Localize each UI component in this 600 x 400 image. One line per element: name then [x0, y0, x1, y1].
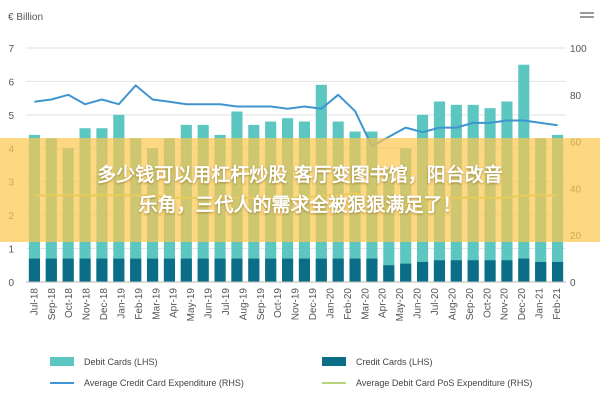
legend-label: Debit Cards (LHS) — [84, 357, 158, 367]
credit-card-bar — [501, 260, 513, 282]
promo-banner[interactable]: 多少钱可以用杠杆炒股 客厅变图书馆，阳台改音 乐角，三代人的需求全被狠狠满足了！ — [0, 138, 600, 242]
x-tick-label: Feb-19 — [134, 288, 145, 320]
credit-card-bar — [231, 258, 243, 282]
credit-card-bar — [433, 260, 446, 282]
x-tick-label: Nov-19 — [291, 288, 302, 321]
x-tick-label: Oct-18 — [64, 288, 75, 318]
x-tick-label: Apr-19 — [169, 288, 180, 318]
credit-card-bar — [130, 258, 142, 282]
credit-card-bar — [366, 258, 378, 282]
left-y-tick-label: 1 — [8, 245, 14, 256]
credit-card-bar — [383, 265, 395, 282]
credit-card-bar — [79, 258, 91, 282]
x-tick-label: Jun-19 — [204, 288, 215, 319]
left-y-tick-label: 6 — [8, 77, 14, 88]
x-tick-label: Oct-20 — [482, 288, 493, 318]
left-axis-unit-label: € Billion — [8, 12, 43, 23]
legend-swatch — [50, 357, 74, 366]
legend-label: Average Debit Card PoS Expenditure (RHS) — [356, 378, 532, 388]
credit-card-bar — [96, 258, 108, 282]
credit-card-bar — [467, 260, 479, 282]
credit-card-bar — [163, 258, 176, 282]
x-tick-label: May-20 — [395, 288, 406, 322]
credit-card-bar — [416, 261, 429, 282]
x-tick-label: Jan-19 — [116, 288, 127, 319]
legend-swatch — [322, 357, 346, 366]
left-y-tick-label: 5 — [8, 111, 14, 122]
x-tick-label: Aug-19 — [238, 288, 249, 321]
x-tick-label: Apr-20 — [378, 288, 389, 318]
credit-card-bar — [197, 258, 209, 282]
left-y-tick-label: 0 — [8, 278, 14, 289]
legend: Debit Cards (LHS) Credit Cards (LHS) Avera… — [50, 357, 532, 388]
x-tick-label: Nov-20 — [500, 288, 511, 321]
x-tick-label: Dec-20 — [517, 288, 528, 321]
x-tick-label: Jan-21 — [535, 288, 546, 319]
credit-card-bar — [298, 258, 311, 282]
x-tick-label: Jul-18 — [29, 288, 40, 316]
promo-banner-line-2: 乐角，三代人的需求全被狠狠满足了！ — [138, 194, 462, 216]
credit-card-bar — [45, 258, 57, 282]
x-tick-label: Jul-19 — [221, 288, 232, 316]
x-tick-label: Mar-20 — [360, 288, 371, 320]
credit-card-bar — [113, 258, 125, 282]
x-tick-label: Jul-20 — [430, 288, 441, 316]
credit-card-bar — [518, 258, 530, 282]
x-tick-label: Mar-19 — [151, 288, 162, 320]
avg-credit-expenditure-line — [34, 84, 558, 148]
x-tick-label: Dec-19 — [308, 288, 319, 321]
axes: 01234567020406080100Jul-18Sep-18Oct-18No… — [8, 44, 587, 321]
x-tick-label: Aug-20 — [447, 288, 458, 321]
credit-card-bar — [400, 263, 412, 282]
credit-card-bar — [484, 260, 496, 282]
left-y-tick-label: 7 — [8, 44, 14, 55]
credit-card-bar — [315, 258, 327, 282]
x-tick-label: May-19 — [186, 288, 197, 322]
x-tick-label: Oct-19 — [273, 288, 284, 318]
credit-card-bar — [248, 258, 260, 282]
right-y-tick-label: 0 — [570, 278, 576, 289]
credit-card-bar — [62, 258, 74, 282]
x-tick-label: Jan-20 — [325, 288, 336, 319]
credit-card-bar — [332, 258, 344, 282]
x-tick-label: Feb-20 — [343, 288, 354, 320]
x-tick-label: Nov-18 — [82, 288, 93, 321]
legend-label: Average Credit Card Expenditure (RHS) — [84, 378, 244, 388]
credit-card-bar — [265, 258, 277, 282]
credit-card-bar — [28, 258, 41, 282]
x-tick-label: Sep-20 — [465, 288, 476, 321]
drag-handle-icon[interactable] — [580, 12, 594, 18]
credit-card-bar — [551, 261, 564, 282]
credit-card-bar — [180, 258, 192, 282]
credit-card-bar — [214, 258, 226, 282]
right-y-tick-label: 100 — [570, 44, 587, 55]
x-tick-label: Sep-19 — [256, 288, 267, 321]
x-tick-label: Jun-20 — [413, 288, 424, 319]
x-tick-label: Dec-18 — [99, 288, 110, 321]
legend-label: Credit Cards (LHS) — [356, 357, 433, 367]
x-tick-label: Sep-18 — [47, 288, 58, 321]
credit-card-bar — [349, 258, 361, 282]
credit-card-bar — [281, 258, 294, 282]
credit-card-bar — [146, 258, 159, 282]
right-y-tick-label: 80 — [570, 91, 582, 102]
promo-banner-line-1: 多少钱可以用杠杆炒股 客厅变图书馆，阳台改音 — [97, 164, 503, 186]
credit-card-bar — [450, 260, 462, 282]
x-tick-label: Feb-21 — [552, 288, 563, 320]
credit-card-bar — [535, 261, 547, 282]
